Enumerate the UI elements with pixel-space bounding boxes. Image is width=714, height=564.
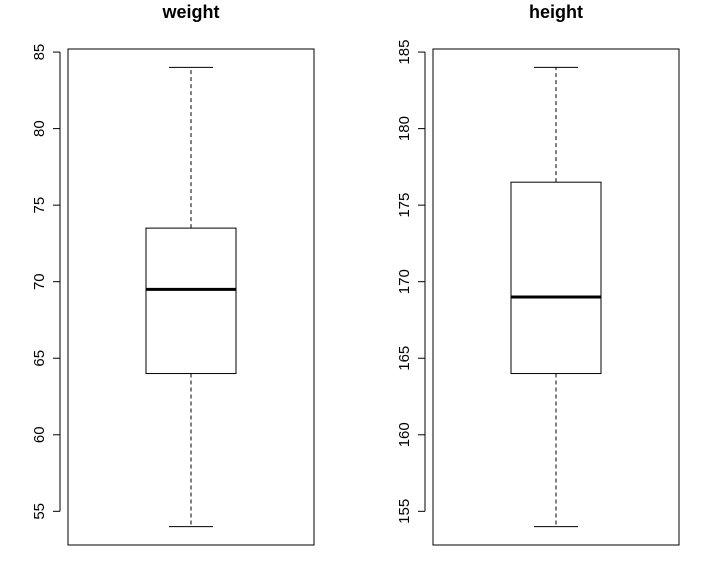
panel-weight: weight 55 60 65 70 75 80 85 [31,2,315,546]
y-tick-label: 185 [396,40,413,65]
chart-title: height [529,2,583,22]
y-tick-label: 55 [31,503,48,520]
y-tick-label: 165 [396,346,413,371]
y-tick-label: 170 [396,269,413,294]
plot-frame [67,48,315,546]
y-tick-label: 175 [396,193,413,218]
y-tick-label: 65 [31,350,48,367]
y-tick-label: 85 [31,44,48,61]
boxplot [510,66,602,528]
boxplot [145,66,237,528]
y-axis: 55 60 65 70 75 80 85 [31,44,61,520]
chart-title: weight [162,2,220,22]
y-tick-label: 155 [396,499,413,524]
iqr-box [510,181,602,375]
panel-height: height 155 160 165 170 175 180 185 [396,2,680,546]
y-tick-label: 160 [396,422,413,447]
y-axis: 155 160 165 170 175 180 185 [396,40,426,524]
y-tick-label: 180 [396,116,413,141]
iqr-box [145,227,237,375]
y-tick-label: 80 [31,120,48,137]
plot-frame [432,48,680,546]
y-tick-label: 70 [31,273,48,290]
y-tick-label: 60 [31,426,48,443]
y-tick-label: 75 [31,197,48,214]
